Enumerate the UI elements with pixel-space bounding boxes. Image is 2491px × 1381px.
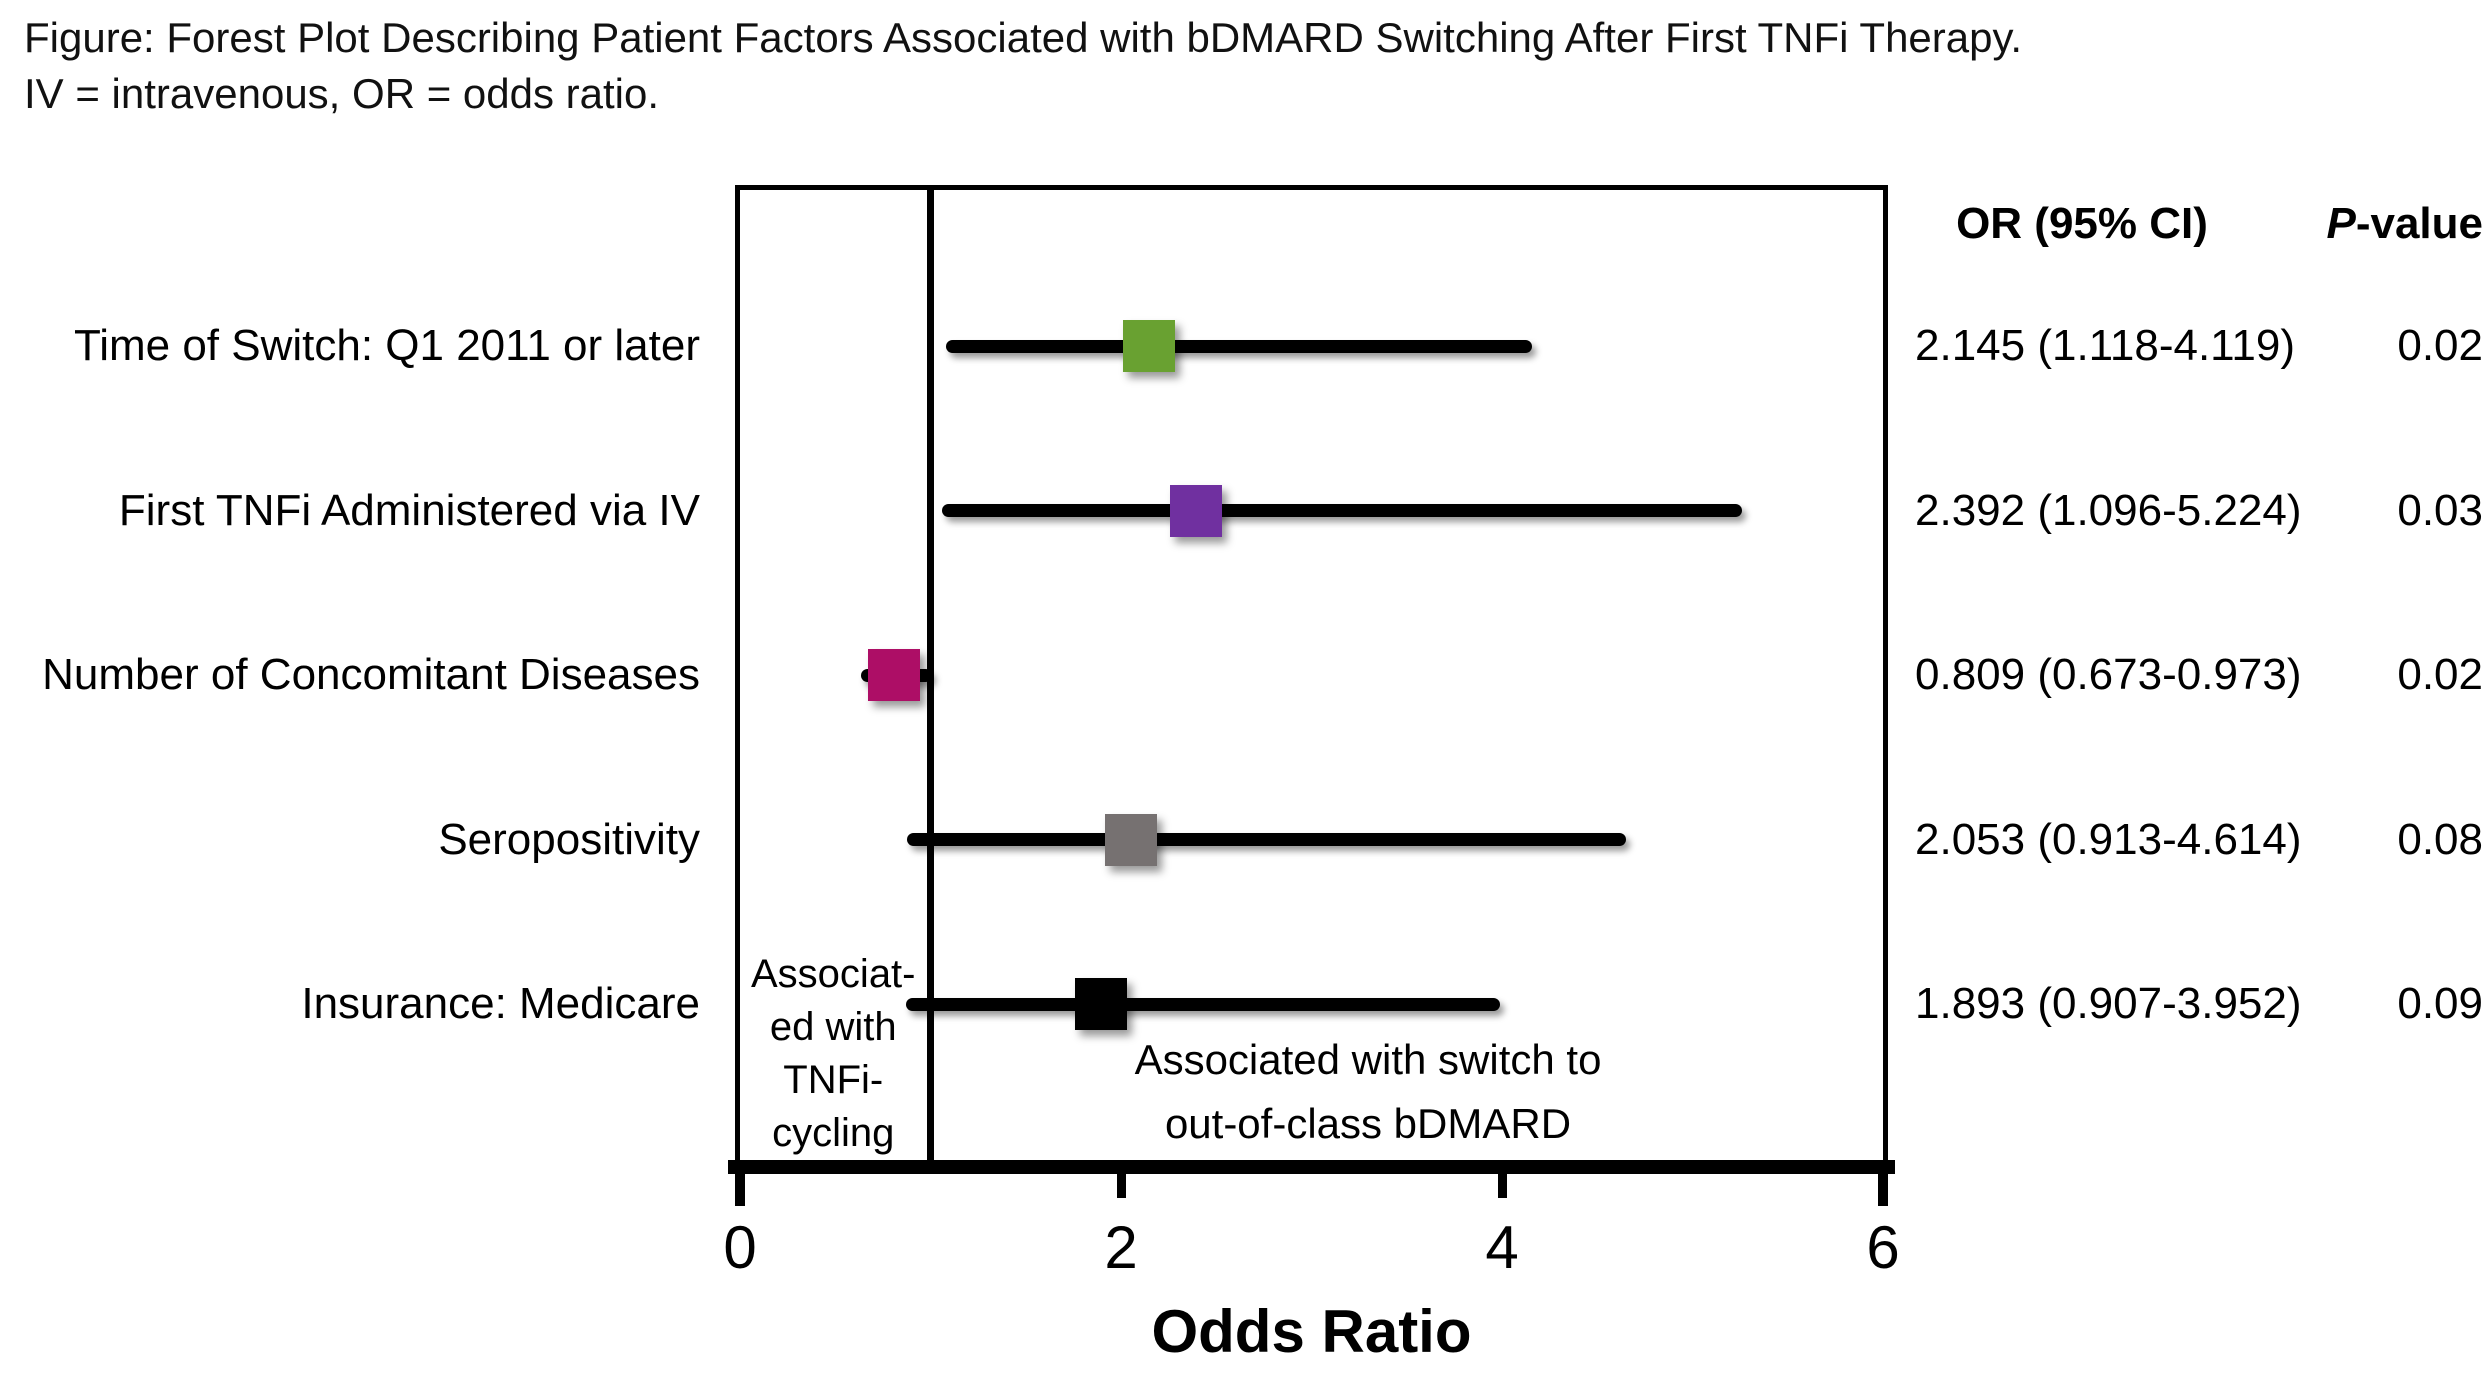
p-value: 0.08 xyxy=(2397,814,2483,864)
or-value: 1.893 (0.907-3.952) xyxy=(1915,979,2302,1028)
or-value: 2.392 (1.096-5.224) xyxy=(1915,485,2302,535)
row-label: Seropositivity xyxy=(438,814,700,864)
or-marker xyxy=(1169,484,1222,537)
x-tick xyxy=(1497,1160,1507,1198)
ci-line xyxy=(905,997,1500,1011)
x-tick-label: 6 xyxy=(1866,1214,1900,1281)
annotation-out-of-class: Associated with switch to out-of-class b… xyxy=(1134,1036,1602,1147)
figure-caption: Figure: Forest Plot Describing Patient F… xyxy=(24,10,2022,122)
annotation-tnfi-cycling: Associat- ed with TNFi- cycling xyxy=(751,952,916,1155)
x-axis-line xyxy=(728,1160,1895,1174)
x-tick-label: 4 xyxy=(1485,1214,1519,1281)
or-value: 2.053 (0.913-4.614) xyxy=(1915,814,2302,864)
p-value: 0.09 xyxy=(2397,979,2483,1028)
x-tick-label: 2 xyxy=(1104,1214,1138,1281)
or-marker xyxy=(1122,320,1175,372)
row-label: First TNFi Administered via IV xyxy=(118,485,700,535)
or-value: 2.145 (1.118-4.119) xyxy=(1915,321,2295,370)
x-tick xyxy=(1878,1160,1888,1206)
ci-line xyxy=(906,833,1626,846)
p-header-italic: P xyxy=(2326,199,2356,248)
row-label: Time of Switch: Q1 2011 or later xyxy=(73,321,700,370)
or-marker xyxy=(1074,978,1127,1030)
or-marker xyxy=(868,649,921,701)
or-value: 0.809 (0.673-0.973) xyxy=(1915,650,2302,699)
x-tick xyxy=(735,1160,745,1206)
x-tick-label: 0 xyxy=(723,1214,757,1281)
p-header-rest: -value xyxy=(2355,199,2483,248)
p-value: 0.02 xyxy=(2397,650,2483,699)
p-value: 0.02 xyxy=(2397,321,2483,370)
p-value: 0.03 xyxy=(2397,485,2483,535)
x-tick xyxy=(1116,1160,1126,1198)
ci-line xyxy=(941,504,1743,517)
figure-subtitle: IV = intravenous, OR = odds ratio. xyxy=(24,70,660,117)
or-marker xyxy=(1105,813,1158,866)
figure-title: Figure: Forest Plot Describing Patient F… xyxy=(24,14,2023,61)
row-label: Number of Concomitant Diseases xyxy=(42,650,700,699)
x-axis-title: Odds Ratio xyxy=(1151,1298,1472,1365)
row-label: Insurance: Medicare xyxy=(301,979,700,1028)
ci-line xyxy=(945,339,1532,353)
or-column-header: OR (95% CI) xyxy=(1956,199,2208,248)
p-column-header: P-value xyxy=(2250,192,2483,256)
